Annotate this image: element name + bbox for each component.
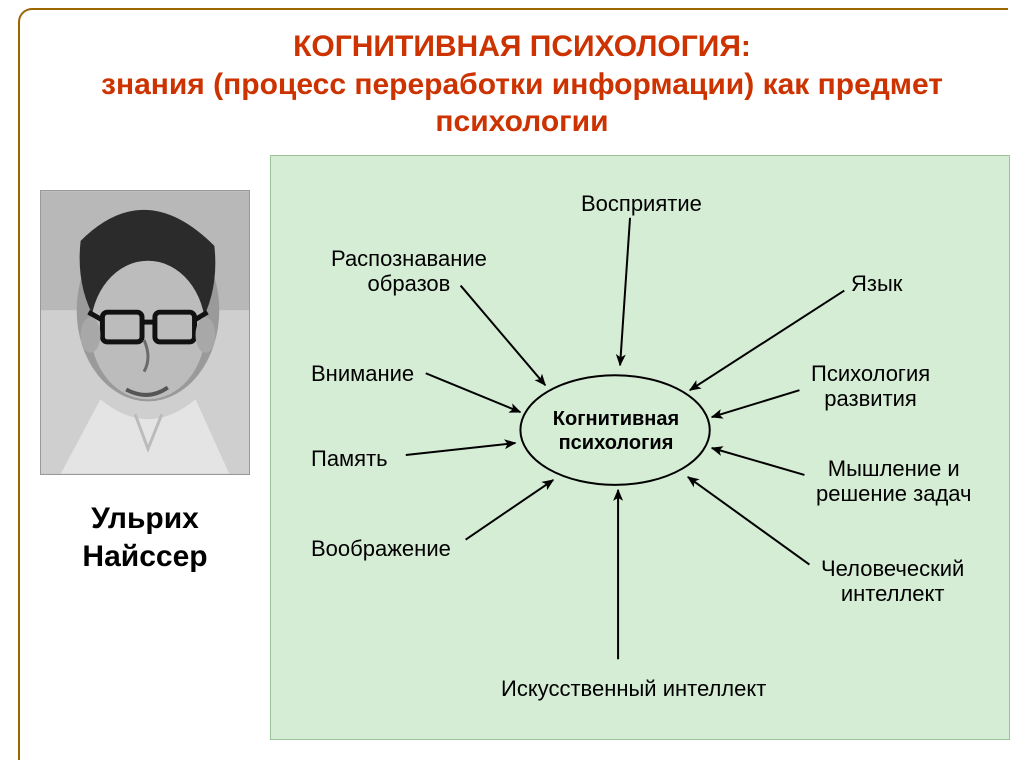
node-thinking: Мышление ирешение задач — [816, 456, 972, 507]
node-devpsy: Психологияразвития — [811, 361, 930, 412]
node-perception: Восприятие — [581, 191, 702, 216]
center-label-1: Когнитивная — [521, 407, 711, 431]
title-line-1: КОГНИТИВНАЯ ПСИХОЛОГИЯ: — [50, 28, 994, 66]
concept-diagram: Восприятие Распознаваниеобразов Внимание Па… — [270, 155, 1010, 740]
node-attention: Внимание — [311, 361, 414, 386]
portrait-caption: Ульрих Найссер — [40, 500, 250, 575]
portrait-photo — [40, 190, 250, 475]
node-humanint: Человеческийинтеллект — [821, 556, 964, 607]
portrait-svg — [41, 191, 249, 474]
center-node-label: Когнитивная психология — [521, 407, 711, 455]
node-ai: Искусственный интеллект — [501, 676, 766, 701]
node-pattern: Распознаваниеобразов — [331, 246, 487, 297]
node-language: Язык — [851, 271, 902, 296]
title-block: КОГНИТИВНАЯ ПСИХОЛОГИЯ: знания (процесс … — [50, 28, 994, 141]
caption-text: Ульрих Найссер — [82, 502, 207, 573]
center-label-2: психология — [521, 431, 711, 455]
title-line-2: знания (процесс переработки информации) … — [50, 66, 994, 141]
node-imagination: Воображение — [311, 536, 451, 561]
node-memory: Память — [311, 446, 388, 471]
